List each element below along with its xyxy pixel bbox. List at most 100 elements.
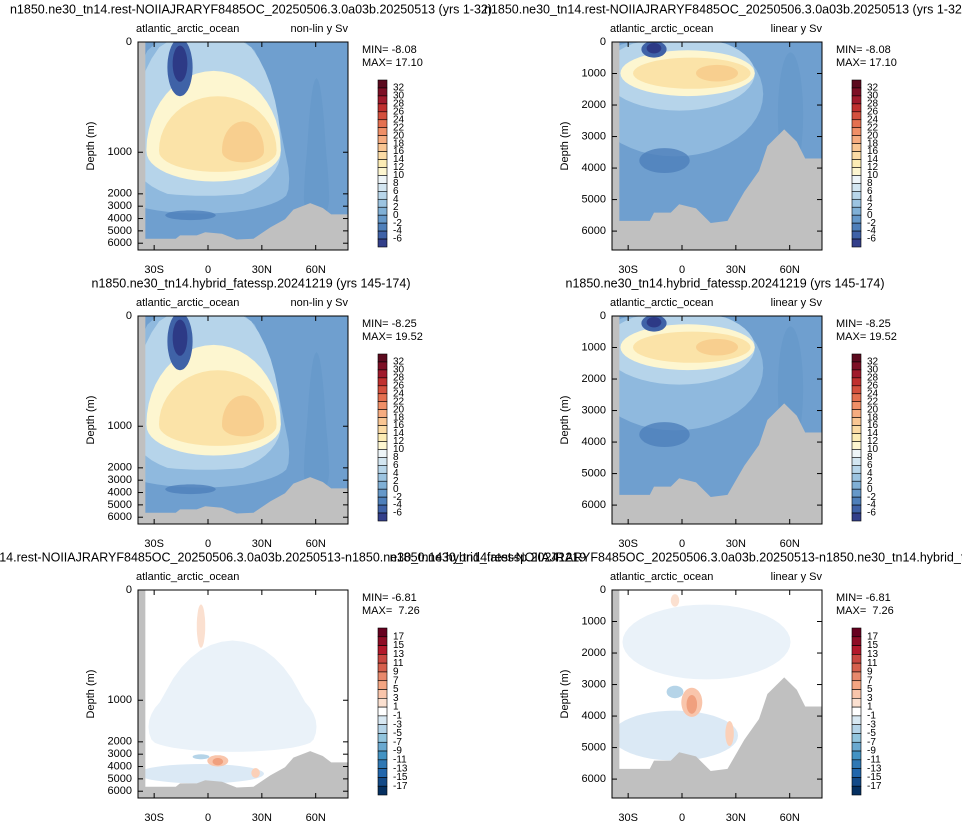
y-axis-label: Depth (m): [559, 396, 571, 445]
plot-frame: [611, 315, 823, 525]
colorbar-box: [851, 230, 862, 240]
y-tick-label: 3000: [108, 200, 132, 212]
subtitle-right: linear y Sv: [771, 297, 823, 309]
y-tick-label: 3000: [582, 404, 606, 416]
subtitle-right: linear y Sv: [771, 23, 823, 35]
colorbar-label: -13: [393, 763, 408, 774]
colorbar-label: -13: [867, 763, 882, 774]
colorbar-box: [377, 183, 388, 192]
colorbar-label: -5: [393, 728, 402, 739]
max-label: MAX= 7.26: [362, 605, 420, 617]
colorbar-box: [377, 119, 388, 129]
colorbar-box: [851, 425, 862, 434]
x-tick-label: 60N: [306, 264, 326, 276]
y-axis-label: Depth (m): [85, 670, 97, 719]
colorbar-box: [851, 159, 862, 168]
y-tick-label: 4000: [582, 710, 606, 722]
colorbar-label: 20: [393, 130, 405, 141]
colorbar-label: 22: [867, 122, 879, 133]
colorbar-box: [377, 472, 388, 482]
colorbar-label: -9: [867, 746, 876, 757]
y-tick-label: 4000: [108, 486, 132, 498]
colorbar-box: [377, 698, 388, 708]
colorbar-label: 6: [393, 460, 399, 471]
contour-region: [222, 121, 264, 163]
colorbar-label: -7: [393, 737, 402, 748]
y-tick-label: 6000: [582, 499, 606, 511]
colorbar-label: -11: [393, 754, 407, 765]
colorbar-box: [377, 385, 388, 395]
sea-floor: [612, 403, 822, 524]
colorbar-box: [851, 409, 862, 418]
colorbar-box: [377, 409, 388, 418]
colorbar-label: 10: [393, 444, 405, 455]
min-label: MIN= -8.25: [836, 318, 891, 330]
colorbar-label: 26: [867, 106, 879, 117]
y-tick-label: 2000: [108, 736, 132, 748]
sea-floor: [138, 477, 348, 524]
subtitle-right: linear y Sv: [771, 571, 823, 583]
y-tick-label: 1000: [582, 67, 606, 79]
colorbar-label: 4: [393, 468, 399, 479]
contour-region: [725, 721, 734, 746]
y-tick-label: 1000: [108, 420, 132, 432]
contour-region: [666, 685, 684, 699]
colorbar-box: [851, 393, 862, 403]
colorbar-label: 16: [393, 420, 405, 431]
colorbar-box: [851, 645, 862, 655]
colorbar-label: 6: [867, 186, 873, 197]
colorbar-box: [377, 636, 388, 646]
colorbar-box: [851, 361, 862, 371]
y-tick-label: 1000: [582, 341, 606, 353]
colorbar-box: [377, 706, 388, 717]
colorbar-box: [377, 741, 388, 752]
colorbar-box: [851, 698, 862, 708]
colorbar-box: [377, 238, 388, 248]
x-tick-label: 0: [679, 538, 685, 550]
colorbar-box: [377, 449, 388, 458]
colorbar-label: 30: [393, 365, 405, 376]
colorbar-label: 14: [393, 154, 405, 165]
colorbar-label: 14: [867, 154, 879, 165]
colorbar-box: [851, 377, 862, 387]
colorbar-box: [377, 768, 388, 778]
subtitle-left: atlantic_arctic_ocean: [136, 23, 239, 35]
colorbar-box: [851, 183, 862, 192]
y-tick-label: 0: [600, 584, 606, 596]
colorbar-box: [377, 230, 388, 240]
colorbar-label: -4: [393, 500, 402, 511]
min-label: MIN= -6.81: [836, 592, 891, 604]
colorbar-label: -11: [867, 754, 881, 765]
land-strip: [612, 42, 620, 250]
land-strip: [138, 42, 146, 250]
colorbar-box: [851, 715, 862, 725]
colorbar-box: [851, 750, 862, 761]
x-tick-label: 60N: [306, 538, 326, 550]
colorbar-label: 18: [393, 412, 405, 423]
y-axis-label: Depth (m): [85, 122, 97, 171]
contour-region: [646, 43, 662, 54]
colorbar-label: 28: [393, 98, 405, 109]
colorbar-label: 7: [867, 675, 873, 686]
colorbar-box: [851, 238, 862, 248]
y-tick-label: 4000: [582, 436, 606, 448]
colorbar-box: [377, 401, 388, 410]
panel: n1850.ne30_tn14.rest-NOIIAJRARYF8485OC_2…: [0, 550, 586, 824]
contour-field: [612, 316, 822, 524]
colorbar-label: -6: [393, 508, 402, 519]
x-tick-label: 30S: [618, 812, 638, 824]
colorbar-box: [851, 417, 862, 426]
x-tick-label: 30S: [618, 538, 638, 550]
colorbar-box: [851, 151, 862, 160]
y-axis-label: Depth (m): [559, 670, 571, 719]
y-tick-label: 3000: [582, 678, 606, 690]
colorbar-box: [851, 706, 862, 717]
colorbar-label: 9: [393, 667, 399, 678]
colorbar-box: [851, 741, 862, 752]
plot-frame: [611, 589, 823, 799]
colorbar-box: [851, 457, 862, 466]
y-tick-label: 6000: [108, 511, 132, 523]
colorbar-box: [377, 87, 388, 97]
